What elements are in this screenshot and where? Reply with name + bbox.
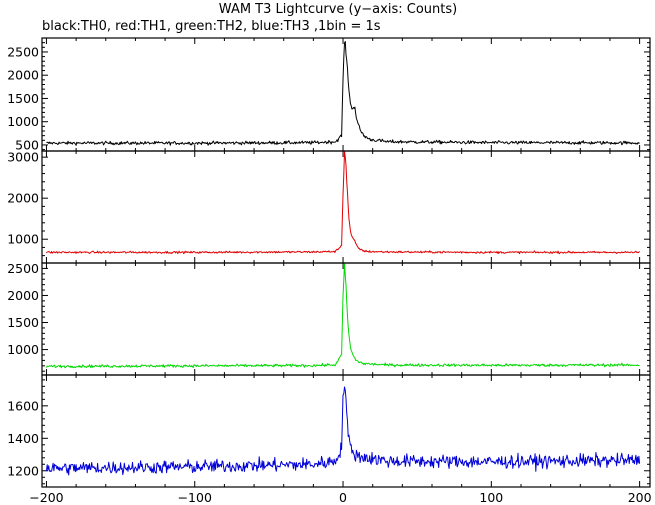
- x-tick-label: 200: [628, 490, 652, 505]
- series-th1: [46, 150, 640, 255]
- series-th2: [45, 262, 640, 369]
- chart-subtitle: black:TH0, red:TH1, green:TH2, blue:TH3 …: [42, 19, 381, 34]
- y-tick-label: 2000: [7, 191, 39, 206]
- chart-title: WAM T3 Lightcurve (y−axis: Counts): [219, 2, 457, 17]
- x-tick-label: 0: [339, 490, 347, 505]
- y-tick-label: 2500: [7, 261, 39, 276]
- y-tick-label: 2000: [7, 68, 39, 83]
- y-tick-label: 2500: [7, 44, 39, 59]
- y-tick-label: 1500: [7, 91, 39, 106]
- x-tick-label: 100: [479, 490, 503, 505]
- y-tick-label: 500: [15, 137, 39, 152]
- series-th3: [45, 386, 641, 476]
- y-tick-label: 1600: [7, 398, 39, 413]
- panels: 500 1000 1500 2000 2500 1000 2000 3000 1000 1500 2…: [7, 37, 651, 488]
- panel-frame: [41, 374, 651, 488]
- panel-th1: 1000 2000 3000: [7, 150, 651, 264]
- y-tick-label: 1400: [7, 431, 39, 446]
- x-axis: −200 −100 0 100 200: [29, 490, 651, 505]
- y-tick-label: 3000: [7, 150, 39, 165]
- x-tick-label: −100: [178, 490, 212, 505]
- panel-th0: 500 1000 1500 2000 2500: [7, 37, 651, 152]
- y-tick-label: 1200: [7, 463, 39, 478]
- series-th0: [46, 41, 640, 146]
- panel-th2: 1000 1500 2000 2500: [7, 261, 651, 376]
- y-tick-label: 1500: [7, 315, 39, 330]
- x-tick-label: −200: [29, 490, 63, 505]
- y-tick-label: 2000: [7, 288, 39, 303]
- y-tick-label: 1000: [7, 114, 39, 129]
- panel-th3: 1200 1400 1600: [7, 374, 651, 488]
- y-tick-label: 1000: [7, 342, 39, 357]
- y-tick-label: 1000: [7, 232, 39, 247]
